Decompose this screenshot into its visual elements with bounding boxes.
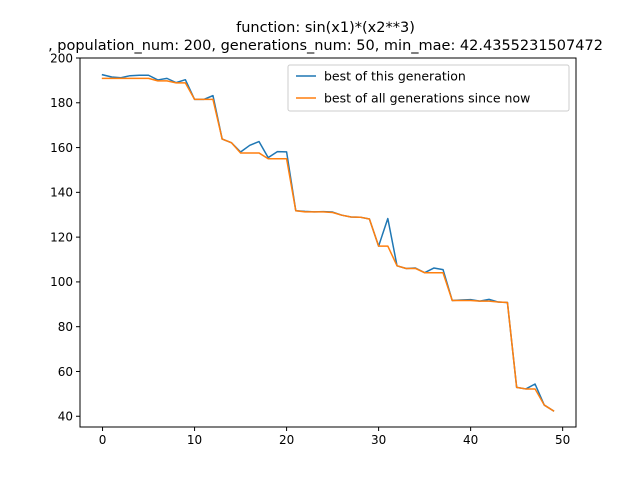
legend: best of this generation best of all gener… — [287, 64, 570, 112]
tick-marks: 0 10 20 30 40 50 40 60 80 100 120 140 160 180 200 — [50, 51, 570, 447]
legend-label-1: best of this generation — [324, 69, 466, 84]
series-line-2 — [101, 77, 555, 412]
series-lines — [101, 73, 555, 412]
x-tick-label: 40 — [463, 433, 478, 447]
series-line-1 — [101, 73, 555, 412]
y-tick-label: 60 — [58, 365, 73, 379]
x-tick-label: 20 — [279, 433, 294, 447]
legend-label-2: best of all generations since now — [324, 91, 530, 106]
axes — [79, 57, 577, 428]
legend-box — [287, 64, 570, 112]
y-tick-label: 180 — [50, 96, 73, 110]
chart-subtitle: , population_num: 200, generations_num: … — [48, 38, 603, 54]
y-tick-label: 100 — [50, 275, 73, 289]
x-tick-label: 50 — [555, 433, 570, 447]
y-tick-label: 40 — [58, 410, 73, 424]
plot-frame — [79, 57, 577, 428]
y-tick-label: 120 — [50, 230, 73, 244]
x-tick-label: 30 — [371, 433, 386, 447]
chart-title: function: sin(x1)*(x2**3) — [236, 20, 415, 36]
y-tick-label: 140 — [50, 186, 73, 200]
x-tick-label: 10 — [187, 433, 202, 447]
y-tick-label: 200 — [50, 51, 73, 65]
x-tick-label: 0 — [99, 433, 107, 447]
y-tick-label: 160 — [50, 141, 73, 155]
y-tick-label: 80 — [58, 320, 73, 334]
